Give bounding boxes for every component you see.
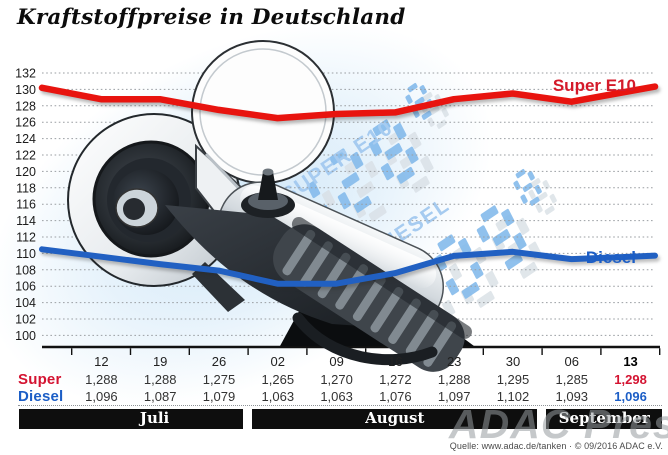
price-value: 1,265 <box>261 372 295 387</box>
price-value: 1,102 <box>496 389 530 404</box>
date-label: 12 <box>94 354 109 369</box>
table-row-super: 1,288 1,288 1,275 1,265 1,270 1,272 1,288 1,295… <box>72 372 660 387</box>
y-axis-label: 130 <box>15 83 36 97</box>
price-value: 1,087 <box>143 389 177 404</box>
price-value: 1,298 <box>614 372 647 387</box>
price-value: 1,295 <box>496 372 530 387</box>
date-label: 16 <box>388 354 403 369</box>
y-axis-label: 104 <box>15 296 36 310</box>
y-axis-label: 128 <box>15 99 36 113</box>
y-axis-label: 124 <box>15 132 36 146</box>
fuel-nozzle-illustration <box>67 40 474 372</box>
price-value: 1,076 <box>379 389 412 404</box>
date-label: 13 <box>623 354 638 369</box>
price-value: 1,275 <box>202 372 236 387</box>
date-label: 19 <box>152 354 168 369</box>
date-header-row: 12 19 26 02 09 16 23 30 06 13 <box>72 354 660 369</box>
month-band-juli: Juli <box>19 409 244 429</box>
legend-diesel: Diesel <box>586 248 636 267</box>
y-axis-label: 112 <box>16 231 36 245</box>
y-axis-label: 120 <box>15 165 36 179</box>
price-value: 1,096 <box>614 389 647 404</box>
y-axis-label: 132 <box>15 67 36 81</box>
y-axis-label: 110 <box>16 247 36 261</box>
y-axis-label: 108 <box>15 263 36 277</box>
price-value: 1,063 <box>261 389 295 404</box>
line-super-e10 <box>38 83 659 122</box>
price-value: 1,288 <box>85 372 118 387</box>
month-band-august: August <box>252 409 538 429</box>
price-value: 1,063 <box>320 389 353 404</box>
date-label: 06 <box>564 354 579 369</box>
price-value: 1,285 <box>555 372 589 387</box>
date-label: 23 <box>446 354 462 369</box>
price-value: 1,079 <box>202 389 236 404</box>
source-credit: Quelle: www.adac.de/tanken · © 09/2016 A… <box>449 441 663 451</box>
line-diesel <box>39 246 658 287</box>
table-label-super: Super <box>18 371 62 388</box>
table-separator <box>18 405 662 406</box>
table-row-diesel: 1,096 1,087 1,079 1,063 1,063 1,076 1,097 1,102… <box>72 389 660 404</box>
price-value: 1,270 <box>320 372 353 387</box>
date-label: 30 <box>505 354 521 369</box>
y-axis-label: 122 <box>15 149 36 163</box>
y-axis-label: 126 <box>15 116 36 130</box>
date-label: 02 <box>270 354 286 369</box>
date-label: 26 <box>211 354 227 369</box>
y-axis-label: 114 <box>16 214 36 228</box>
price-value: 1,093 <box>555 389 589 404</box>
price-lines <box>38 83 659 287</box>
price-value: 1,288 <box>143 372 177 387</box>
month-band-september: September <box>546 409 662 429</box>
legend-super-e10: Super E10 <box>553 76 636 95</box>
price-value: 1,272 <box>379 372 412 387</box>
date-label: 09 <box>329 354 344 369</box>
y-axis-label: 106 <box>15 280 36 294</box>
y-axis-label: 102 <box>15 313 36 327</box>
y-axis-label: 100 <box>15 329 36 343</box>
table-label-diesel: Diesel <box>18 388 64 405</box>
y-axis-label: 118 <box>16 181 36 195</box>
trigger-guard <box>292 312 438 366</box>
price-value: 1,097 <box>437 389 471 404</box>
y-axis-label: 116 <box>16 198 36 212</box>
price-value: 1,096 <box>85 389 118 404</box>
price-value: 1,288 <box>437 372 471 387</box>
